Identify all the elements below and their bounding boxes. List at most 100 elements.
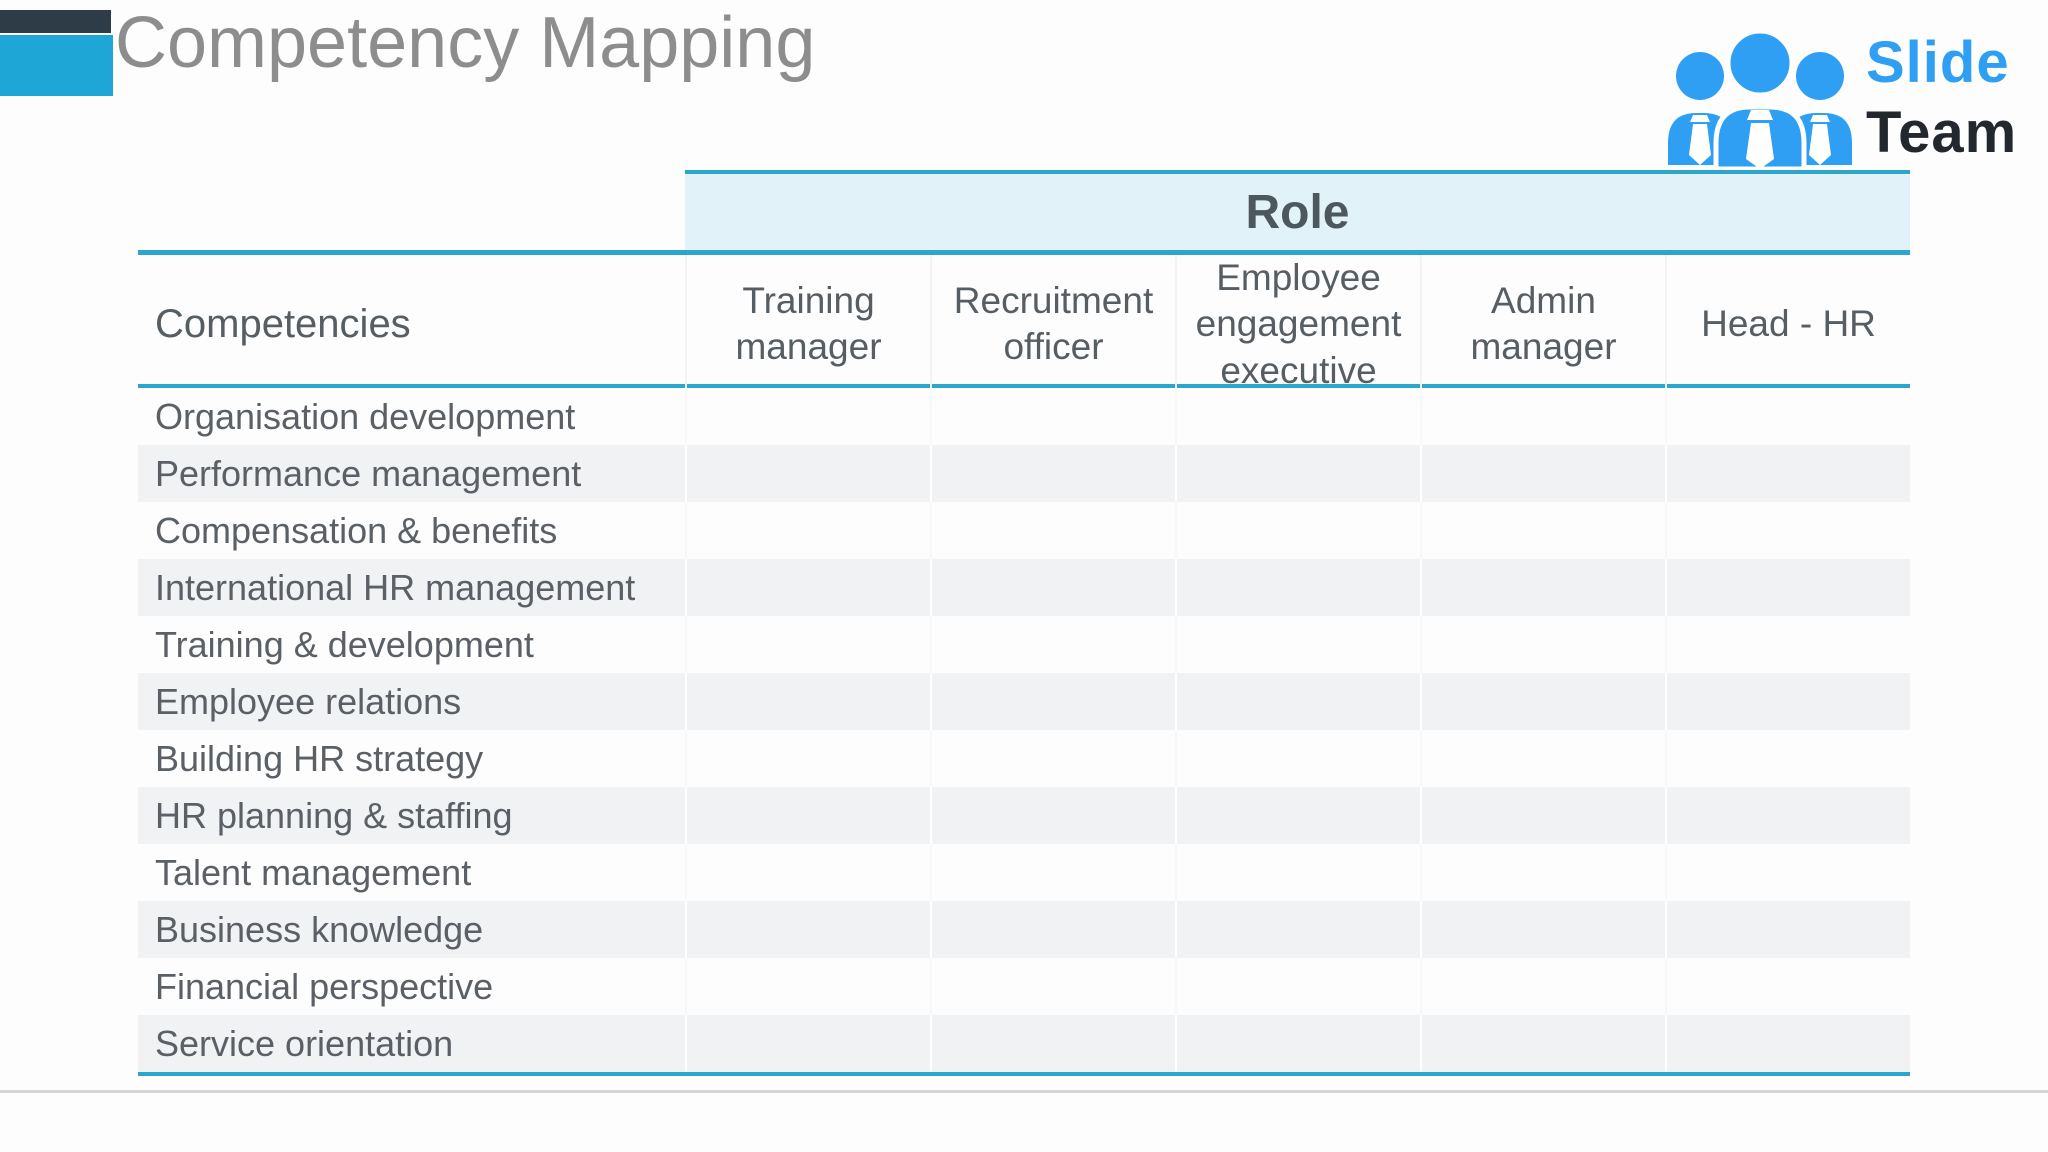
rating-cell — [1175, 445, 1420, 502]
rating-cell — [685, 844, 930, 901]
logo-word-team: Team — [1866, 100, 2018, 165]
rating-cell — [930, 502, 1175, 559]
competency-label: Talent management — [155, 851, 472, 893]
competency-label: HR planning & staffing — [155, 794, 513, 836]
rating-cell — [930, 730, 1175, 787]
table-row: Training & development — [138, 616, 1910, 673]
rating-cell — [1665, 901, 1910, 958]
rating-cell — [1420, 958, 1665, 1015]
logo-word-slide: Slide — [1866, 30, 2010, 95]
table-row: Financial perspective — [138, 958, 1910, 1015]
role-group-header: Role — [685, 170, 1910, 250]
rating-cell — [685, 958, 930, 1015]
rating-cell — [685, 787, 930, 844]
rating-cell — [1175, 844, 1420, 901]
table-row: HR planning & staffing — [138, 787, 1910, 844]
table-body: Organisation development Performance mana… — [138, 388, 1910, 1076]
rating-cell — [1420, 445, 1665, 502]
competency-label: Building HR strategy — [155, 737, 484, 779]
competency-label: Organisation development — [155, 395, 576, 437]
table-row: Performance management — [138, 445, 1910, 502]
slideteam-logo: Slide Team — [1660, 28, 2030, 170]
rating-cell — [1420, 1015, 1665, 1072]
rating-cell — [930, 844, 1175, 901]
rating-cell — [685, 616, 930, 673]
competency-label: Employee relations — [155, 680, 462, 722]
table-row: Business knowledge — [138, 901, 1910, 958]
role-column-header: Admin manager — [1420, 255, 1665, 394]
rating-cell — [1665, 958, 1910, 1015]
rating-cell — [685, 1015, 930, 1072]
rating-cell — [1420, 673, 1665, 730]
rating-cell — [930, 901, 1175, 958]
rating-cell — [1420, 502, 1665, 559]
competency-label: Performance management — [155, 452, 582, 494]
table-row: Service orientation — [138, 1015, 1910, 1072]
rating-cell — [930, 673, 1175, 730]
rating-cell — [685, 730, 930, 787]
bottom-divider-line — [0, 1090, 2048, 1093]
rating-cell — [1175, 388, 1420, 445]
rating-cell — [930, 1015, 1175, 1072]
page-title: Competency Mapping — [115, 3, 816, 83]
table-row: Employee relations — [138, 673, 1910, 730]
rating-cell — [1665, 730, 1910, 787]
rating-cell — [1175, 730, 1420, 787]
rating-cell — [1175, 559, 1420, 616]
rating-cell — [1420, 559, 1665, 616]
role-column-header: Training manager — [685, 255, 930, 394]
rating-cell — [1665, 1015, 1910, 1072]
team-people-icon — [1668, 28, 1852, 170]
competency-label: International HR management — [155, 566, 636, 608]
rating-cell — [685, 673, 930, 730]
rating-cell — [1175, 673, 1420, 730]
rating-cell — [685, 445, 930, 502]
rating-cell — [930, 559, 1175, 616]
rating-cell — [1175, 787, 1420, 844]
rating-cell — [930, 958, 1175, 1015]
logo-text: Slide Team — [1866, 34, 2017, 162]
rating-cell — [1665, 844, 1910, 901]
rating-cell — [1175, 502, 1420, 559]
rating-cell — [1175, 958, 1420, 1015]
rating-cell — [1175, 1015, 1420, 1072]
accent-bar-dark — [0, 10, 111, 33]
rating-cell — [930, 616, 1175, 673]
competency-label: Service orientation — [155, 1022, 454, 1064]
rating-cell — [1420, 787, 1665, 844]
table-row: Organisation development — [138, 388, 1910, 445]
rating-cell — [930, 787, 1175, 844]
role-column-header: Recruitment officer — [930, 255, 1175, 394]
role-column-header: Employee engagement executive — [1175, 255, 1420, 394]
rating-cell — [1420, 901, 1665, 958]
rating-cell — [1665, 787, 1910, 844]
competency-label: Compensation & benefits — [155, 509, 558, 551]
rating-cell — [1420, 730, 1665, 787]
role-group-header-label: Role — [1245, 185, 1350, 239]
rating-cell — [1175, 901, 1420, 958]
accent-bar-blue — [0, 35, 113, 96]
role-column-header: Head - HR — [1665, 255, 1910, 394]
rating-cell — [1665, 673, 1910, 730]
rating-cell — [1665, 616, 1910, 673]
table-row: Talent management — [138, 844, 1910, 901]
rating-cell — [1175, 616, 1420, 673]
rating-cell — [685, 502, 930, 559]
rating-cell — [1665, 502, 1910, 559]
table-row: Building HR strategy — [138, 730, 1910, 787]
competency-label: Training & development — [155, 623, 534, 665]
rating-cell — [1665, 445, 1910, 502]
competency-label: Financial perspective — [155, 965, 494, 1007]
rating-cell — [930, 445, 1175, 502]
rating-cell — [1420, 844, 1665, 901]
competency-label: Business knowledge — [155, 908, 484, 950]
rating-cell — [1420, 616, 1665, 673]
rating-cell — [685, 388, 930, 445]
rating-cell — [1420, 388, 1665, 445]
competencies-column-header: Competencies — [155, 302, 411, 347]
rating-cell — [1665, 559, 1910, 616]
rating-cell — [685, 559, 930, 616]
rating-cell — [1665, 388, 1910, 445]
table-header-row: Competencies Training manager Recruitment… — [138, 250, 1910, 394]
